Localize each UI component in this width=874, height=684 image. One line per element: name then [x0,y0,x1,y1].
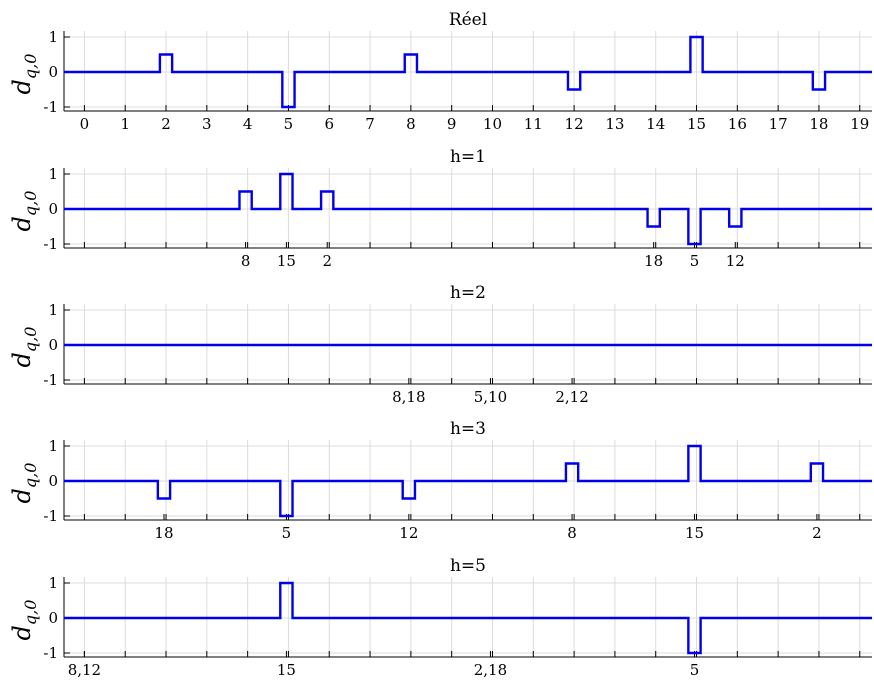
y-tick-label: 0 [48,336,58,354]
x-tick-label: 3 [202,115,212,133]
y-tick-label: 0 [48,200,58,218]
x-tick-label: 8 [241,252,251,270]
y-tick-label: 1 [48,165,58,183]
x-tick-label: 11 [524,115,543,133]
x-tick-label: 12 [565,115,584,133]
y-tick-label: -1 [43,644,58,662]
x-tick-label: 2,12 [555,388,588,406]
x-tick-label: 18 [154,524,173,542]
y-tick-label: -1 [43,371,58,389]
x-tick-label: 12 [726,252,745,270]
x-tick-label: 18 [644,252,663,270]
signal-line [64,172,872,246]
x-tick-label: 2 [322,252,332,270]
x-tick-label: 18 [809,115,828,133]
x-tick-label: 12 [399,524,418,542]
x-tick-label: 2 [161,115,171,133]
y-tick-label: 1 [48,437,58,455]
x-tick-label: 16 [728,115,747,133]
y-tick-label: 1 [48,574,58,592]
x-tick-label: 10 [483,115,502,133]
x-tick-label: 9 [447,115,457,133]
x-tick-label: 15 [687,115,706,133]
y-tick-label: -1 [43,235,58,253]
x-tick-label: 5 [690,252,700,270]
x-tick-label: 6 [324,115,334,133]
x-tick-label: 5 [284,115,294,133]
y-axis-label: dq,0 [8,327,40,368]
panel-title: h=2 [450,283,486,303]
x-tick-label: 5,10 [474,388,507,406]
signal-line [64,444,872,518]
y-axis-label: dq,0 [8,600,40,641]
x-tick-label: 0 [80,115,90,133]
y-tick-label: 0 [48,472,58,490]
y-tick-label: 1 [48,301,58,319]
y-tick-label: 1 [48,28,58,46]
x-tick-label: 2 [812,524,822,542]
x-tick-label: 8,12 [68,661,101,679]
x-tick-label: 8,18 [392,388,425,406]
x-tick-label: 13 [605,115,624,133]
x-tick-label: 1 [120,115,130,133]
x-tick-label: 7 [365,115,375,133]
x-tick-label: 15 [277,661,296,679]
x-tick-label: 8 [567,524,577,542]
x-tick-label: 15 [277,252,296,270]
y-axis-label: dq,0 [8,54,40,95]
x-tick-label: 4 [243,115,253,133]
y-tick-label: -1 [43,98,58,116]
x-tick-label: 5 [690,661,700,679]
x-tick-label: 5 [282,524,292,542]
x-tick-label: 17 [769,115,788,133]
y-axis-label: dq,0 [8,191,40,232]
panel-title: h=1 [450,147,486,167]
x-tick-label: 2,18 [474,661,507,679]
y-axis-label: dq,0 [8,463,40,504]
y-tick-label: 0 [48,609,58,627]
panel-title: h=5 [450,556,486,576]
panel-3: -1 0 1 8,18 5,10 2,12 h=2 dq,0 [8,283,872,406]
y-tick-label: 0 [48,63,58,81]
panel-title: Réel [449,10,487,30]
x-tick-label: 15 [685,524,704,542]
x-tick-label: 8 [406,115,416,133]
x-tick-label: 14 [646,115,665,133]
panel-4: -1 0 1 18 5 12 8 15 2 h=3 dq,0 [8,419,872,542]
signal-line [64,35,872,109]
panel-5: -1 0 1 8,12 15 2,18 5 h=5 dq,0 [8,556,872,679]
y-tick-label: -1 [43,507,58,525]
signal-line [64,581,872,655]
x-tick-label: 19 [850,115,869,133]
panel-title: h=3 [450,419,486,439]
